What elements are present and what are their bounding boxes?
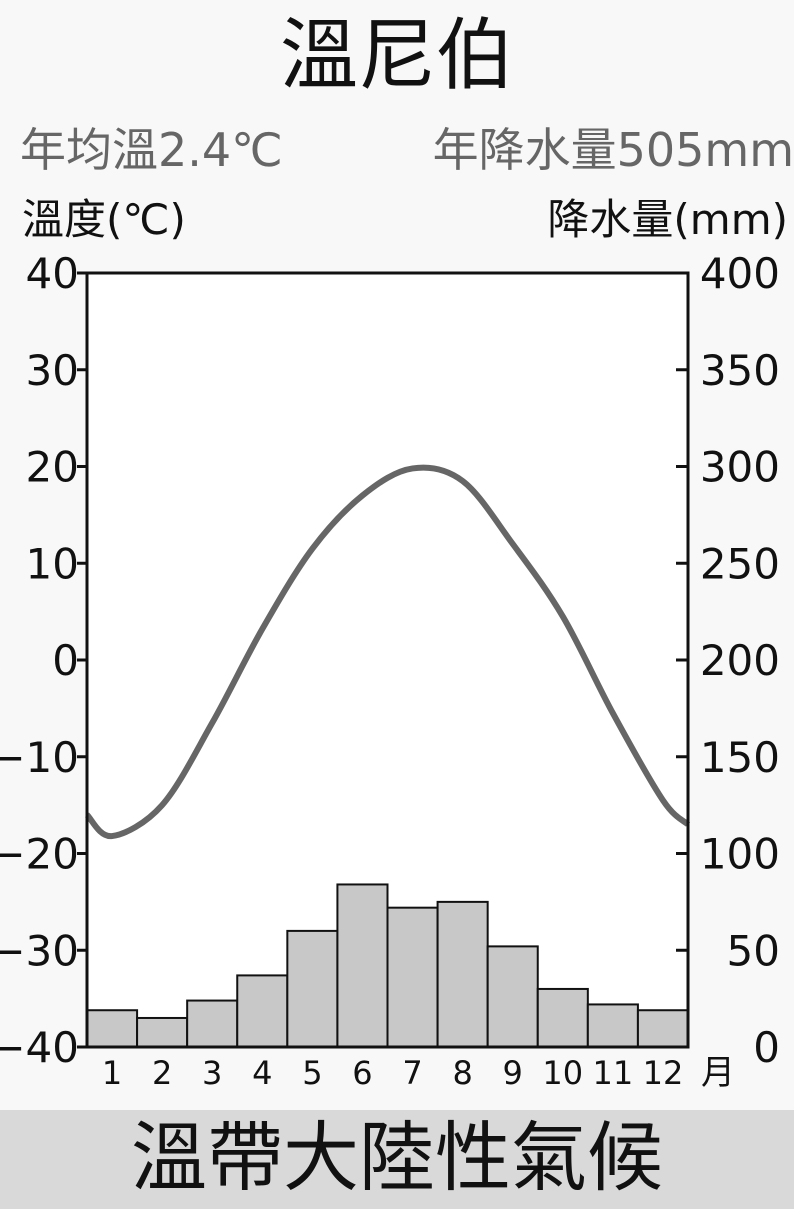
temperature-axis-label: 溫度(℃) <box>22 195 186 244</box>
chart-title: 溫尼伯 <box>279 11 514 101</box>
temp-tick-label: 10 <box>26 539 79 588</box>
temp-tick-label: −30 <box>0 926 79 975</box>
annual-precipitation: 年降水量505mm <box>432 123 794 177</box>
precip-tick-label: 50 <box>727 926 780 975</box>
temp-tick-label: 20 <box>26 443 79 492</box>
precip-bar-2 <box>136 1016 189 1048</box>
precip-bar-6 <box>336 883 389 1049</box>
climate-type: 溫帶大陸性氣候 <box>131 1113 663 1202</box>
month-label-4: 4 <box>252 1054 272 1092</box>
temp-tick-label: −10 <box>0 733 79 782</box>
precipitation-axis-label: 降水量(mm) <box>547 195 788 244</box>
month-unit-label: 月 <box>701 1053 735 1093</box>
precip-tick-label: 200 <box>700 636 780 685</box>
month-label-9: 9 <box>503 1054 523 1092</box>
month-label-8: 8 <box>452 1054 472 1092</box>
precip-bar-4 <box>236 974 289 1049</box>
precip-tick-label: 400 <box>700 249 780 298</box>
precip-tick-label: 0 <box>753 1023 780 1072</box>
precip-tick-label: 150 <box>700 733 780 782</box>
precip-bar-11 <box>586 1003 639 1048</box>
climate-chart: 403020100−10−20−30−404003503002502001501… <box>0 249 780 1093</box>
precip-tick-label: 350 <box>700 346 780 395</box>
month-label-7: 7 <box>402 1054 422 1092</box>
precip-bar-12 <box>636 1009 690 1048</box>
precip-tick-label: 250 <box>700 539 780 588</box>
month-label-2: 2 <box>152 1054 172 1092</box>
precip-bar-9 <box>486 945 539 1049</box>
footer-band <box>0 1110 794 1209</box>
precip-tick-label: 300 <box>700 443 780 492</box>
month-label-10: 10 <box>542 1054 583 1092</box>
precip-tick-label: 100 <box>700 830 780 879</box>
annual-temperature: 年均溫2.4℃ <box>20 123 283 177</box>
month-label-3: 3 <box>202 1054 222 1092</box>
precip-bar-3 <box>186 999 239 1048</box>
precip-bar-7 <box>386 906 439 1048</box>
month-label-1: 1 <box>102 1054 122 1092</box>
temperature-line <box>84 464 691 840</box>
month-label-6: 6 <box>352 1054 372 1092</box>
precip-bar-1 <box>86 1009 139 1048</box>
precip-bar-5 <box>286 929 339 1049</box>
month-label-5: 5 <box>302 1054 322 1092</box>
temp-tick-label: 0 <box>52 636 79 685</box>
month-label-12: 12 <box>643 1054 684 1092</box>
temp-tick-label: 40 <box>26 249 79 298</box>
precip-bar-8 <box>436 900 489 1048</box>
month-label-11: 11 <box>593 1054 634 1092</box>
temp-tick-label: −40 <box>0 1023 79 1072</box>
temp-tick-label: −20 <box>0 830 79 879</box>
precip-bar-10 <box>536 987 589 1049</box>
temp-tick-label: 30 <box>26 346 79 395</box>
